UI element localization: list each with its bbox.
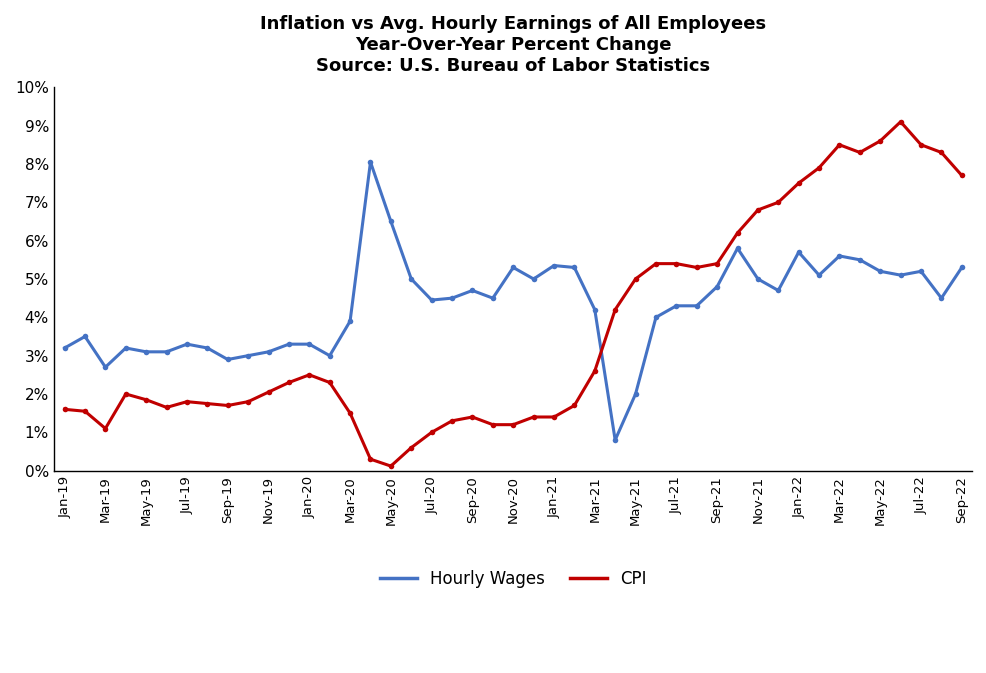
CPI	[140, 396, 152, 404]
CPI	[874, 137, 885, 145]
CPI	[405, 444, 417, 452]
Hourly Wages	[608, 436, 620, 444]
CPI	[833, 141, 845, 149]
CPI	[303, 371, 315, 379]
CPI	[731, 229, 742, 237]
Hourly Wages	[79, 332, 91, 341]
Hourly Wages	[201, 344, 213, 352]
Hourly Wages	[893, 271, 905, 279]
CPI	[283, 378, 295, 386]
Hourly Wages	[731, 244, 742, 252]
Hourly Wages	[466, 287, 478, 295]
Hourly Wages	[568, 263, 580, 271]
Hourly Wages	[303, 340, 315, 348]
CPI	[385, 462, 396, 470]
Hourly Wages	[650, 313, 662, 321]
CPI	[853, 149, 865, 157]
Hourly Wages	[711, 283, 723, 291]
Hourly Wages	[812, 271, 824, 279]
CPI	[751, 206, 763, 214]
CPI	[466, 413, 478, 421]
Hourly Wages	[262, 348, 274, 356]
Hourly Wages	[385, 217, 396, 225]
Hourly Wages	[180, 340, 192, 348]
Hourly Wages	[323, 351, 335, 359]
CPI	[446, 417, 458, 425]
Hourly Wages	[507, 263, 519, 271]
CPI	[323, 378, 335, 386]
CPI	[650, 260, 662, 268]
CPI	[344, 409, 356, 417]
CPI	[161, 403, 173, 411]
CPI	[690, 263, 702, 271]
Legend: Hourly Wages, CPI: Hourly Wages, CPI	[373, 563, 653, 595]
CPI	[79, 407, 91, 415]
Hourly Wages	[425, 296, 437, 304]
Hourly Wages	[629, 390, 641, 398]
Hourly Wages	[792, 248, 804, 256]
CPI	[100, 425, 111, 433]
Hourly Wages	[751, 275, 763, 283]
Hourly Wages	[528, 275, 539, 283]
CPI	[242, 398, 253, 406]
Hourly Wages	[58, 344, 70, 352]
Line: Hourly Wages: Hourly Wages	[62, 160, 963, 443]
Hourly Wages	[161, 348, 173, 356]
Hourly Wages	[344, 317, 356, 325]
CPI	[954, 172, 966, 180]
CPI	[425, 428, 437, 436]
Hourly Wages	[954, 263, 966, 271]
CPI	[547, 413, 559, 421]
CPI	[201, 400, 213, 408]
Hourly Wages	[669, 302, 681, 310]
Hourly Wages	[772, 287, 784, 295]
CPI	[893, 118, 905, 126]
CPI	[364, 455, 376, 463]
Hourly Wages	[914, 267, 926, 275]
CPI	[568, 402, 580, 410]
CPI	[180, 398, 192, 406]
Line: CPI: CPI	[62, 119, 963, 469]
Hourly Wages	[100, 363, 111, 371]
CPI	[528, 413, 539, 421]
CPI	[669, 260, 681, 268]
Hourly Wages	[364, 158, 376, 166]
CPI	[914, 141, 926, 149]
Hourly Wages	[140, 348, 152, 356]
Hourly Wages	[547, 262, 559, 270]
CPI	[262, 388, 274, 396]
Hourly Wages	[486, 294, 498, 302]
Hourly Wages	[935, 294, 947, 302]
CPI	[629, 275, 641, 283]
Hourly Wages	[283, 340, 295, 348]
CPI	[711, 260, 723, 268]
CPI	[608, 306, 620, 314]
CPI	[772, 199, 784, 207]
CPI	[589, 367, 600, 375]
Hourly Wages	[446, 294, 458, 302]
Hourly Wages	[405, 275, 417, 283]
Hourly Wages	[874, 267, 885, 275]
Hourly Wages	[833, 252, 845, 260]
CPI	[812, 164, 824, 172]
Title: Inflation vs Avg. Hourly Earnings of All Employees
Year-Over-Year Percent Change: Inflation vs Avg. Hourly Earnings of All…	[260, 15, 765, 75]
Hourly Wages	[222, 355, 234, 363]
CPI	[119, 390, 131, 398]
CPI	[792, 179, 804, 187]
CPI	[486, 421, 498, 429]
CPI	[507, 421, 519, 429]
CPI	[58, 405, 70, 413]
Hourly Wages	[853, 256, 865, 264]
Hourly Wages	[690, 302, 702, 310]
Hourly Wages	[119, 344, 131, 352]
CPI	[935, 149, 947, 157]
Hourly Wages	[589, 306, 600, 314]
Hourly Wages	[242, 351, 253, 359]
CPI	[222, 402, 234, 410]
